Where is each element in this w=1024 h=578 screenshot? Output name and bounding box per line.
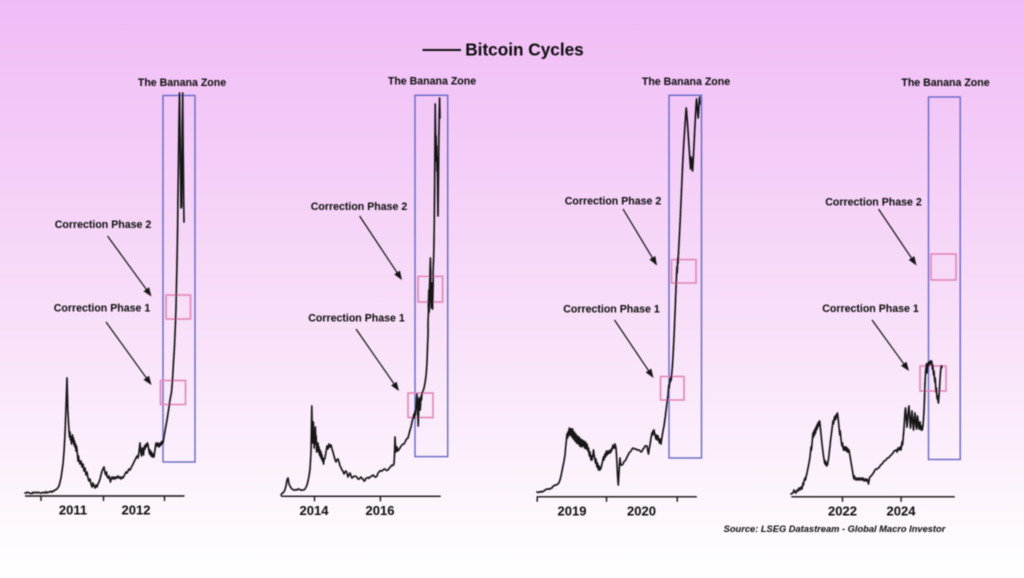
svg-text:Source: LSEG Datastream - Glob: Source: LSEG Datastream - Global Macro I… (724, 524, 947, 534)
svg-text:2014: 2014 (300, 503, 330, 518)
svg-text:The Banana Zone: The Banana Zone (138, 77, 226, 89)
svg-text:2011: 2011 (59, 503, 87, 518)
svg-text:The Banana Zone: The Banana Zone (901, 77, 989, 89)
svg-text:Correction Phase 1: Correction Phase 1 (563, 304, 660, 316)
svg-text:2016: 2016 (366, 503, 395, 518)
svg-text:Correction Phase 1: Correction Phase 1 (308, 313, 405, 325)
svg-text:2012: 2012 (122, 503, 151, 518)
svg-text:Bitcoin Cycles: Bitcoin Cycles (465, 40, 583, 60)
svg-text:Correction Phase 2: Correction Phase 2 (311, 201, 408, 213)
svg-text:The Banana Zone: The Banana Zone (388, 76, 476, 88)
svg-text:2022: 2022 (828, 503, 857, 518)
svg-text:2019: 2019 (558, 503, 587, 518)
svg-text:Correction Phase 1: Correction Phase 1 (54, 303, 151, 315)
svg-text:2020: 2020 (627, 503, 656, 518)
svg-text:Correction Phase 2: Correction Phase 2 (55, 219, 152, 231)
svg-text:Correction Phase 2: Correction Phase 2 (565, 196, 662, 208)
svg-text:The Banana Zone: The Banana Zone (642, 76, 730, 88)
svg-text:2024: 2024 (887, 503, 917, 518)
svg-text:Correction Phase 2: Correction Phase 2 (825, 197, 922, 209)
svg-text:Correction Phase 1: Correction Phase 1 (822, 303, 919, 315)
